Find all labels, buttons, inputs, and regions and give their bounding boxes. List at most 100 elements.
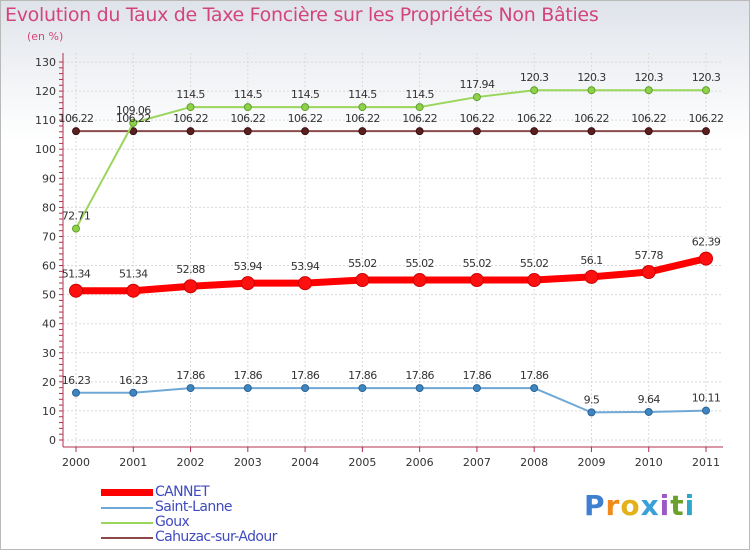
legend-label-cahuzac: Cahuzac-sur-Adour — [155, 529, 277, 545]
data-point-goux — [644, 86, 653, 95]
data-point-saint-lanne — [644, 407, 653, 416]
legend-item-saint-lanne: Saint-Lanne — [101, 500, 277, 515]
data-label-goux: 117.94 — [459, 78, 494, 91]
legend-item-goux: Goux — [101, 515, 277, 530]
y-tick-label: 20 — [42, 376, 56, 389]
data-label-cannet: 55.02 — [520, 257, 549, 270]
data-label-cannet: 53.94 — [291, 260, 320, 273]
y-tick-label: 40 — [42, 318, 56, 331]
data-label-saint-lanne: 17.86 — [176, 369, 205, 382]
data-label-goux: 114.5 — [405, 88, 434, 101]
y-tick-label: 50 — [42, 289, 56, 302]
data-point-saint-lanne — [72, 388, 80, 397]
data-label-cannet: 52.88 — [176, 263, 205, 276]
data-label-cahuzac-sur-adour: 106.22 — [631, 112, 666, 125]
data-point-goux — [702, 86, 710, 95]
data-label-goux: 114.5 — [176, 88, 205, 101]
data-point-cahuzac-sur-adour — [358, 127, 367, 136]
y-tick-label: 110 — [35, 114, 56, 127]
data-point-saint-lanne — [530, 384, 539, 393]
x-tick-label: 2010 — [635, 456, 663, 469]
data-label-cannet: 51.34 — [119, 268, 148, 281]
data-point-goux — [530, 86, 539, 95]
data-point-saint-lanne — [702, 406, 710, 415]
legend-swatch-cahuzac — [101, 536, 153, 539]
data-label-cannet: 55.02 — [348, 257, 377, 270]
data-point-cahuzac-sur-adour — [243, 127, 252, 136]
data-label-cahuzac-sur-adour: 106.22 — [230, 112, 265, 125]
legend-item-cannet: CANNET — [101, 485, 277, 500]
data-point-cahuzac-sur-adour — [186, 127, 195, 136]
data-point-cannet — [240, 276, 255, 291]
data-point-cannet — [183, 279, 198, 294]
data-point-goux — [129, 118, 138, 127]
y-tick-label: 130 — [35, 56, 56, 69]
y-tick-label: 60 — [42, 260, 56, 273]
y-tick-label: 90 — [42, 172, 56, 185]
data-label-cannet: 57.78 — [634, 249, 663, 262]
data-point-saint-lanne — [243, 384, 252, 393]
data-point-goux — [186, 103, 195, 112]
data-label-saint-lanne: 17.86 — [463, 369, 492, 382]
x-tick-label: 2002 — [177, 456, 205, 469]
logo-letter: i — [684, 489, 696, 522]
data-point-goux — [301, 103, 310, 112]
data-point-cannet — [584, 269, 599, 284]
data-label-cannet: 62.39 — [692, 236, 721, 249]
data-label-cannet: 53.94 — [234, 260, 263, 273]
data-label-goux: 109.06 — [116, 104, 151, 117]
logo-letter: r — [605, 489, 621, 522]
data-label-goux: 72.71 — [62, 210, 91, 223]
data-label-goux: 114.5 — [348, 88, 377, 101]
data-label-cahuzac-sur-adour: 106.22 — [59, 112, 94, 125]
data-point-cannet — [699, 251, 713, 266]
y-unit-label: (en %) — [27, 30, 64, 43]
y-tick-label: 70 — [42, 230, 56, 243]
data-label-goux: 114.5 — [234, 88, 263, 101]
data-label-cannet: 51.34 — [62, 268, 91, 281]
x-tick-label: 2000 — [62, 456, 90, 469]
data-point-cannet — [298, 276, 313, 291]
data-point-cannet — [126, 283, 141, 298]
data-point-saint-lanne — [301, 384, 310, 393]
data-point-goux — [472, 93, 481, 102]
data-label-goux: 120.3 — [634, 71, 663, 84]
legend-swatch-saint-lanne — [101, 506, 153, 509]
data-point-saint-lanne — [587, 408, 596, 417]
data-label-cahuzac-sur-adour: 106.22 — [459, 112, 494, 125]
legend-swatch-goux — [101, 521, 153, 524]
data-point-goux — [415, 103, 424, 112]
data-point-cannet — [641, 264, 656, 279]
data-point-cahuzac-sur-adour — [702, 127, 710, 136]
data-point-cahuzac-sur-adour — [472, 127, 481, 136]
data-label-saint-lanne: 10.11 — [692, 392, 721, 405]
data-label-saint-lanne: 16.23 — [62, 374, 91, 387]
logo-letter: P — [584, 489, 606, 522]
data-point-cahuzac-sur-adour — [530, 127, 539, 136]
data-point-goux — [587, 86, 596, 95]
data-label-cannet: 55.02 — [405, 257, 434, 270]
x-tick-label: 2004 — [291, 456, 319, 469]
data-point-cannet — [355, 273, 370, 288]
series-line-goux — [75, 89, 707, 230]
data-point-cahuzac-sur-adour — [644, 127, 653, 136]
series-line-cannet — [72, 255, 710, 295]
data-label-saint-lanne: 9.64 — [638, 393, 661, 406]
data-label-cahuzac-sur-adour: 106.22 — [116, 112, 151, 125]
data-label-goux: 120.3 — [692, 71, 721, 84]
data-point-saint-lanne — [129, 388, 138, 397]
y-tick-label: 10 — [42, 405, 56, 418]
logo-letter: x — [640, 489, 660, 522]
chart-legend: CANNET Saint-Lanne Goux Cahuzac-sur-Adou… — [101, 485, 277, 545]
data-point-cannet — [69, 283, 83, 298]
x-tick-label: 2011 — [692, 456, 720, 469]
data-label-saint-lanne: 17.86 — [405, 369, 434, 382]
data-point-saint-lanne — [358, 384, 367, 393]
proxiti-logo: Proxiti — [584, 489, 695, 522]
data-point-cahuzac-sur-adour — [415, 127, 424, 136]
data-point-goux — [72, 224, 80, 233]
x-tick-label: 2006 — [406, 456, 434, 469]
data-label-saint-lanne: 17.86 — [291, 369, 320, 382]
data-label-goux: 114.5 — [291, 88, 320, 101]
